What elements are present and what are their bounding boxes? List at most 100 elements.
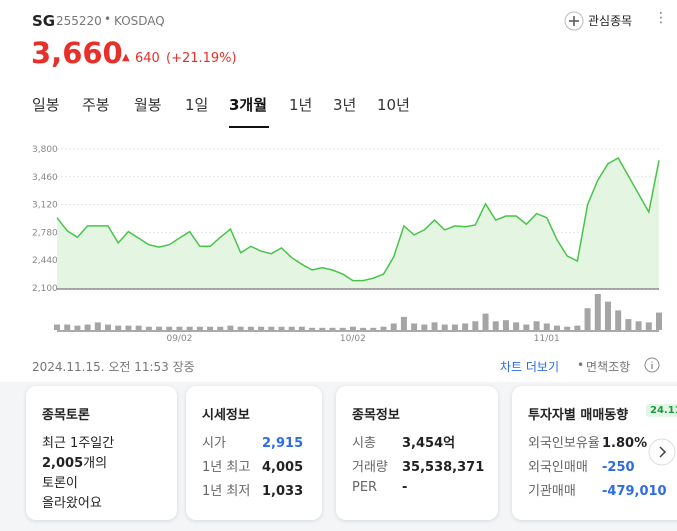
volume-bar <box>115 325 122 330</box>
tab[interactable]: 주봉 <box>82 96 110 114</box>
card-title: 투자자별 매매동향 <box>528 408 629 423</box>
volume-bar <box>564 326 571 330</box>
disclaimer[interactable]: 면책조항 <box>586 360 631 374</box>
tab[interactable]: 월봉 <box>134 96 162 114</box>
card-text: 올라왔어요 <box>42 496 102 511</box>
row-label: 1년 최고 <box>202 460 251 475</box>
volume-bar <box>574 325 581 330</box>
volume-bar <box>360 327 367 330</box>
row-label: 거래량 <box>352 460 388 475</box>
volume-bar <box>635 321 642 330</box>
info-row: 외국인보유율 1.80% <box>528 432 647 451</box>
volume-bar <box>74 325 81 330</box>
dot: • <box>577 358 585 372</box>
row-value: - <box>402 480 408 495</box>
volume-bar <box>298 326 305 330</box>
info-row: 기관매매 -479,010 <box>528 480 667 499</box>
volume-bar <box>584 308 591 330</box>
info-row: 1년 최고 4,005 <box>202 456 303 475</box>
row-value: -250 <box>602 460 635 475</box>
volume-bar <box>135 325 142 330</box>
chart-more[interactable]: 차트 더보기 <box>500 360 560 374</box>
tab[interactable]: 3년 <box>333 96 357 114</box>
price: 3,660 <box>31 36 123 70</box>
badge: 24.11 <box>646 404 677 417</box>
volume-bar <box>309 327 316 330</box>
row-value: 1,033 <box>262 484 304 499</box>
row-label: 시총 <box>352 436 376 451</box>
card-title: 종목토론 <box>42 408 90 423</box>
tab[interactable]: 1년 <box>289 96 313 114</box>
card[interactable]: 종목토론 최근 1주일간 2,005개의 토론이 올라왔어요 <box>26 386 177 520</box>
card-text: 개의 <box>83 456 108 471</box>
watch-button[interactable]: 관심종목 <box>588 14 633 28</box>
volume-bar <box>125 325 132 330</box>
card-text: 최근 1주일간 <box>42 436 115 451</box>
row-label: PER <box>352 480 378 495</box>
tab-underline <box>229 126 269 128</box>
info-icon[interactable] <box>644 357 660 373</box>
x-tick-label: 09/02 <box>166 334 192 344</box>
volume-bar <box>84 324 91 330</box>
info-row: PER - <box>352 480 407 495</box>
watch-icon[interactable] <box>564 11 584 31</box>
row-value: 4,005 <box>262 460 304 475</box>
y-tick-label: 3,120 <box>32 201 58 211</box>
info-row: 거래량 35,538,371 <box>352 456 484 475</box>
volume-bar <box>513 322 520 330</box>
row-value: 3,454억 <box>402 436 456 451</box>
tab[interactable]: 1일 <box>185 96 209 114</box>
info-row: 1년 최저 1,033 <box>202 480 303 499</box>
volume-bar <box>339 327 346 330</box>
volume-bar <box>502 320 509 330</box>
volume-bar <box>472 321 479 330</box>
price-line <box>56 156 660 282</box>
tab[interactable]: 일봉 <box>32 96 60 114</box>
volume-bar <box>370 327 377 330</box>
volume-bar <box>105 324 112 330</box>
row-label: 1년 최저 <box>202 484 251 499</box>
volume-bar <box>288 326 295 330</box>
volume-bar <box>268 326 275 330</box>
y-tick-label: 2,440 <box>32 256 58 266</box>
y-tick-label: 3,800 <box>32 145 58 155</box>
y-tick-label: 2,780 <box>32 228 58 238</box>
tab[interactable]: 3개월 <box>229 96 268 114</box>
area <box>57 158 659 288</box>
volume-bar <box>176 326 183 330</box>
row-value: 1.80% <box>602 436 648 451</box>
volume-bar <box>278 326 285 330</box>
row-value: 2,915 <box>262 436 304 451</box>
volume-bar <box>451 324 458 330</box>
volume-bar <box>156 326 163 330</box>
volume-bar <box>421 324 428 330</box>
volume-bar <box>441 324 448 330</box>
card-text: 2,005개의 <box>42 452 107 471</box>
volume-bar <box>186 326 193 330</box>
card-title: 시세정보 <box>202 408 250 423</box>
volume-bar <box>492 321 499 330</box>
stock-code: 255220 <box>56 14 102 28</box>
change-pct: (+21.19%) <box>166 51 237 66</box>
more-menu[interactable]: ⋮ <box>654 10 668 26</box>
y-tick-label: 3,460 <box>32 173 58 183</box>
volume-bar <box>94 322 101 330</box>
card[interactable]: 시세정보 시가 2,915 1년 최고 4,005 1년 최저 1,033 <box>186 386 322 520</box>
volume-bar <box>523 324 530 330</box>
row-label: 외국인보유율 <box>528 436 600 451</box>
info-row: 시총 3,454억 <box>352 432 455 451</box>
tab[interactable]: 10년 <box>377 96 410 114</box>
row-label: 외국인매매 <box>528 460 588 475</box>
timestamp: 2024.11.15. 오전 11:53 장중 <box>32 360 195 374</box>
volume-bar <box>533 321 540 330</box>
card-text: 토론이 <box>42 476 78 491</box>
volume-bar <box>625 319 632 330</box>
next-button[interactable] <box>648 438 676 466</box>
volume-bar <box>645 322 652 330</box>
volume-bar <box>462 323 469 330</box>
volume-bar <box>196 326 203 330</box>
count: 2,005 <box>42 456 84 471</box>
up-arrow: ▲ <box>122 52 130 63</box>
card[interactable]: 종목정보 시총 3,454억 거래량 35,538,371 PER - <box>336 386 498 520</box>
